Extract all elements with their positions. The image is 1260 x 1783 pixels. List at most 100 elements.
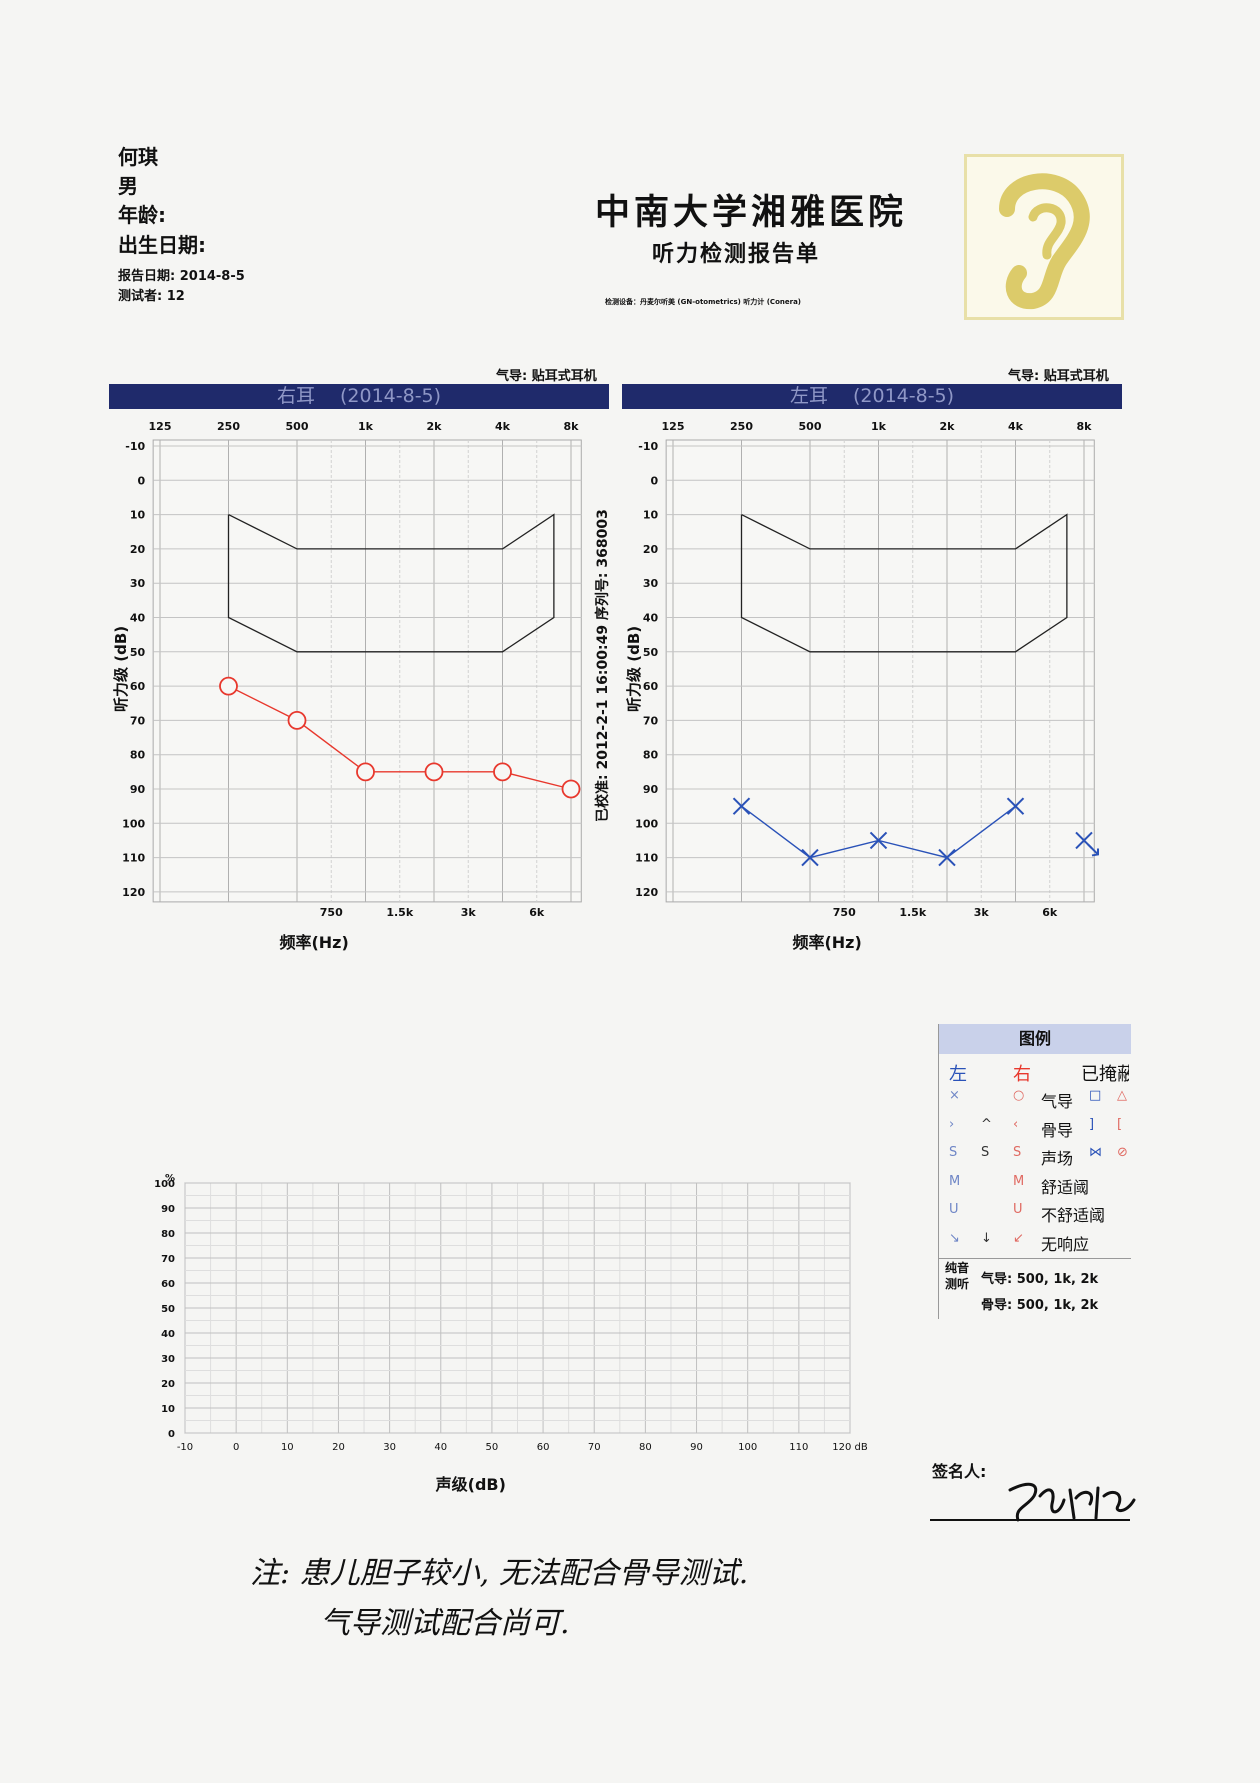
data-point-x xyxy=(869,831,888,850)
y-tick-label: 40 xyxy=(130,612,146,625)
x-tick-label-bottom: 3k xyxy=(461,906,477,919)
legend-symbol: ⋈ xyxy=(1089,1145,1102,1160)
y-tick-label: 60 xyxy=(130,680,146,693)
legend-symbol: U xyxy=(949,1202,959,1217)
legend-label: 无响应 xyxy=(1041,1234,1090,1254)
x-axis-title: 频率(Hz) xyxy=(792,933,861,952)
x-tick-label: 4k xyxy=(1008,420,1024,433)
x-tick-label: 250 xyxy=(217,420,240,433)
left-transducer: 气导: 贴耳式耳机 xyxy=(1008,369,1109,384)
x-tick-label: 125 xyxy=(662,420,685,433)
legend-symbol: S xyxy=(949,1145,958,1160)
legend-symbol: ] xyxy=(1089,1116,1095,1132)
signature-label: 签名人: xyxy=(932,1462,987,1481)
plot-area xyxy=(152,439,582,903)
speech-y-tick: 80 xyxy=(161,1229,175,1240)
normal-range-outline xyxy=(740,513,1068,653)
legend-symbol: ↘ xyxy=(949,1230,960,1246)
y-axis-title: 听力级 (dB) xyxy=(625,626,643,712)
report-date: 报告日期: 2014-8-5 xyxy=(118,269,245,284)
x-mark-stroke xyxy=(801,848,819,867)
x-tick-label-bottom: 1.5k xyxy=(899,906,926,919)
speech-y-tick: 90 xyxy=(161,1204,175,1215)
y-tick-label: -10 xyxy=(638,440,658,453)
patient-name: 何琪 xyxy=(118,145,158,169)
series-line xyxy=(228,685,572,790)
x-tick-label-bottom: 750 xyxy=(833,906,856,919)
y-tick-label: 120 xyxy=(122,886,145,899)
left-audiogram: -10 0 10 20 30 40 50 60 70 80 90 100 110 120 125 250 500… xyxy=(625,420,1099,952)
data-point-o xyxy=(219,676,238,696)
pta-air: 气导: 500, 1k, 2k xyxy=(981,1272,1099,1287)
legend-title: 图例 xyxy=(939,1024,1131,1054)
data-point-x xyxy=(938,848,956,867)
legend-col-left: 左 xyxy=(949,1064,967,1085)
speech-y-tick: 100 xyxy=(154,1179,175,1190)
legend-label: 舒适阈 xyxy=(1041,1177,1090,1197)
x-tick-label-bottom: 6k xyxy=(1042,906,1058,919)
x-tick-label: 8k xyxy=(1077,420,1093,433)
x-tick-label: 250 xyxy=(730,420,753,433)
x-mark-stroke xyxy=(938,848,956,867)
y-tick-label: 90 xyxy=(643,783,659,796)
legend-symbol: ‹ xyxy=(1013,1116,1019,1132)
x-tick-label: 500 xyxy=(286,420,309,433)
speech-y-tick: 10 xyxy=(161,1404,175,1415)
speech-x-tick: 100 xyxy=(738,1442,757,1453)
no-response-arrow xyxy=(1087,843,1099,856)
y-tick-label: 10 xyxy=(130,509,146,522)
left-ear-band: 左耳 (2014-8-5) xyxy=(622,384,1122,409)
ear-logo xyxy=(964,154,1124,320)
data-point-x xyxy=(801,848,819,867)
tester: 测试者: 12 xyxy=(118,289,185,304)
legend-symbol: ^ xyxy=(981,1116,992,1132)
x-tick-label-bottom: 3k xyxy=(974,906,990,919)
y-tick-label: 30 xyxy=(643,577,659,590)
y-tick-label: 100 xyxy=(122,817,145,830)
patient-sex: 男 xyxy=(118,174,138,198)
y-tick-label: 20 xyxy=(643,543,659,556)
speech-y-tick: 0 xyxy=(168,1429,175,1440)
y-tick-label: 30 xyxy=(130,577,146,590)
legend-symbol: □ xyxy=(1089,1088,1102,1103)
legend-col-right: 右 xyxy=(1013,1064,1031,1085)
x-mark-stroke xyxy=(1006,797,1025,815)
speech-y-tick: 50 xyxy=(161,1304,175,1315)
right-audiogram: -10 0 10 20 30 40 50 60 70 80 90 100 110 120 125 250 500… xyxy=(112,420,582,952)
data-point-o xyxy=(561,779,581,799)
speech-x-tick: 110 xyxy=(789,1442,808,1453)
y-tick-label: 20 xyxy=(130,543,146,556)
speech-x-tick: 0 xyxy=(233,1442,239,1453)
legend-symbol: × xyxy=(949,1088,960,1103)
no-response-arrowhead xyxy=(1091,848,1099,857)
y-tick-label: 40 xyxy=(643,612,659,625)
y-tick-label: 50 xyxy=(130,646,146,659)
legend-panel: 图例 左 右 已掩蔽 × ○ 气导 □ △ › ^ ‹ 骨导] [S S S 声场 ⋈ ⊘ M M 舒适阈 U U 不舒… xyxy=(938,1024,1131,1319)
legend-symbol: M xyxy=(949,1173,961,1189)
legend-label: 骨导 xyxy=(1041,1120,1074,1140)
speech-x-tick: 80 xyxy=(639,1442,652,1453)
legend-symbol: ⊘ xyxy=(1117,1145,1128,1160)
speech-x-tick: 10 xyxy=(281,1442,294,1453)
y-axis-title: 听力级 (dB) xyxy=(112,626,130,712)
y-tick-label: 70 xyxy=(130,714,146,727)
legend-label: 气导 xyxy=(1041,1092,1074,1111)
y-tick-label: 100 xyxy=(635,817,658,830)
note-line-1: 注: 患儿胆子较小, 无法配合骨导测试. xyxy=(250,1556,749,1591)
data-point-o xyxy=(356,762,375,782)
speech-y-tick: 40 xyxy=(161,1329,175,1340)
x-tick-label: 2k xyxy=(427,420,443,433)
speech-y-tick: 30 xyxy=(161,1354,175,1365)
legend-symbol: ↙ xyxy=(1013,1230,1024,1246)
x-tick-label: 1k xyxy=(871,420,887,433)
y-tick-label: 120 xyxy=(635,886,658,899)
y-tick-label: 10 xyxy=(643,509,659,522)
signature-line xyxy=(930,1519,1130,1521)
note-line-2: 气导测试配合尚可. xyxy=(320,1606,570,1641)
report-title: 听力检测报告单 xyxy=(652,241,821,267)
patient-dob-label: 出生日期: xyxy=(118,233,206,257)
speech-x-tick: 30 xyxy=(383,1442,396,1453)
speech-x-tick: 70 xyxy=(588,1442,601,1453)
x-tick-label: 2k xyxy=(940,420,956,433)
speech-y-tick: 70 xyxy=(161,1254,175,1265)
